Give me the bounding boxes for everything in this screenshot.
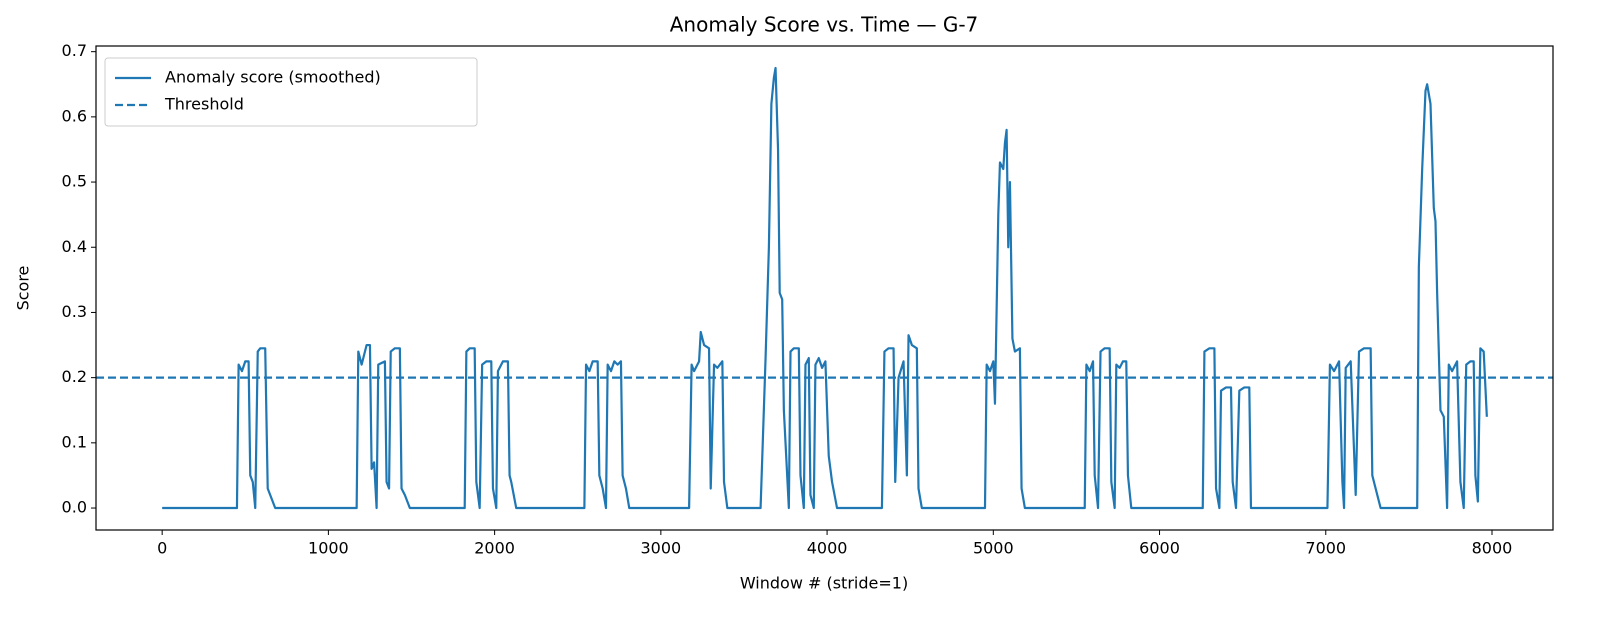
y-tick-label: 0.5 <box>62 172 87 191</box>
chart-title: Anomaly Score vs. Time — G-7 <box>670 13 979 37</box>
x-tick-label: 6000 <box>1139 539 1180 558</box>
legend-label: Threshold <box>164 95 244 114</box>
y-tick-label: 0.4 <box>62 237 87 256</box>
y-tick-label: 0.3 <box>62 302 87 321</box>
y-axis-label: Score <box>14 266 33 311</box>
x-tick-label: 8000 <box>1472 539 1513 558</box>
x-tick-label: 3000 <box>640 539 681 558</box>
y-tick-label: 0.1 <box>62 432 87 451</box>
x-tick-label: 4000 <box>807 539 848 558</box>
plot-frame <box>95 45 1554 531</box>
y-tick-label: 0.6 <box>62 106 87 125</box>
x-tick-label: 0 <box>157 539 167 558</box>
x-axis-label: Window # (stride=1) <box>740 574 908 593</box>
x-tick-label: 7000 <box>1305 539 1346 558</box>
x-tick-label: 5000 <box>973 539 1014 558</box>
x-tick-label: 2000 <box>474 539 515 558</box>
data-line <box>162 66 1488 510</box>
y-tick-label: 0.2 <box>62 367 87 386</box>
y-tick-label: 0.7 <box>62 41 87 60</box>
legend-label: Anomaly score (smoothed) <box>165 68 381 87</box>
y-tick-label: 0.0 <box>62 498 87 517</box>
x-tick-label: 1000 <box>308 539 349 558</box>
legend-box <box>104 57 478 127</box>
